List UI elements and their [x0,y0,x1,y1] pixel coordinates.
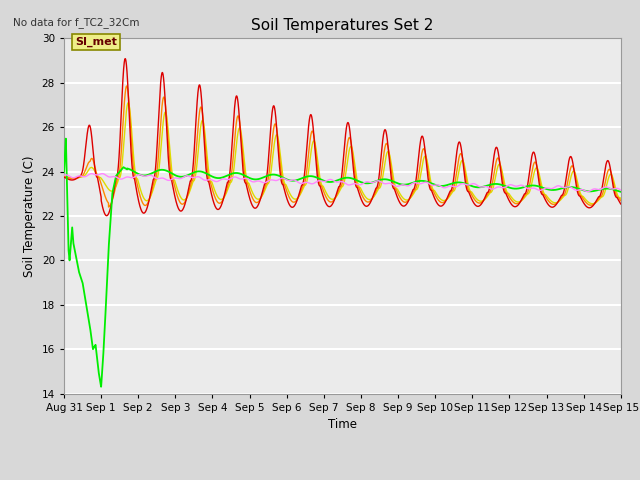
Legend: TC2_2Cm, TC2_4Cm, TC2_8Cm, TC2_16Cm, TC2_50Cm: TC2_2Cm, TC2_4Cm, TC2_8Cm, TC2_16Cm, TC2… [100,475,585,480]
Y-axis label: Soil Temperature (C): Soil Temperature (C) [23,155,36,277]
Title: Soil Temperatures Set 2: Soil Temperatures Set 2 [252,18,433,33]
Text: SI_met: SI_met [75,37,117,48]
Text: No data for f_TC2_32Cm: No data for f_TC2_32Cm [13,17,140,28]
X-axis label: Time: Time [328,418,357,431]
